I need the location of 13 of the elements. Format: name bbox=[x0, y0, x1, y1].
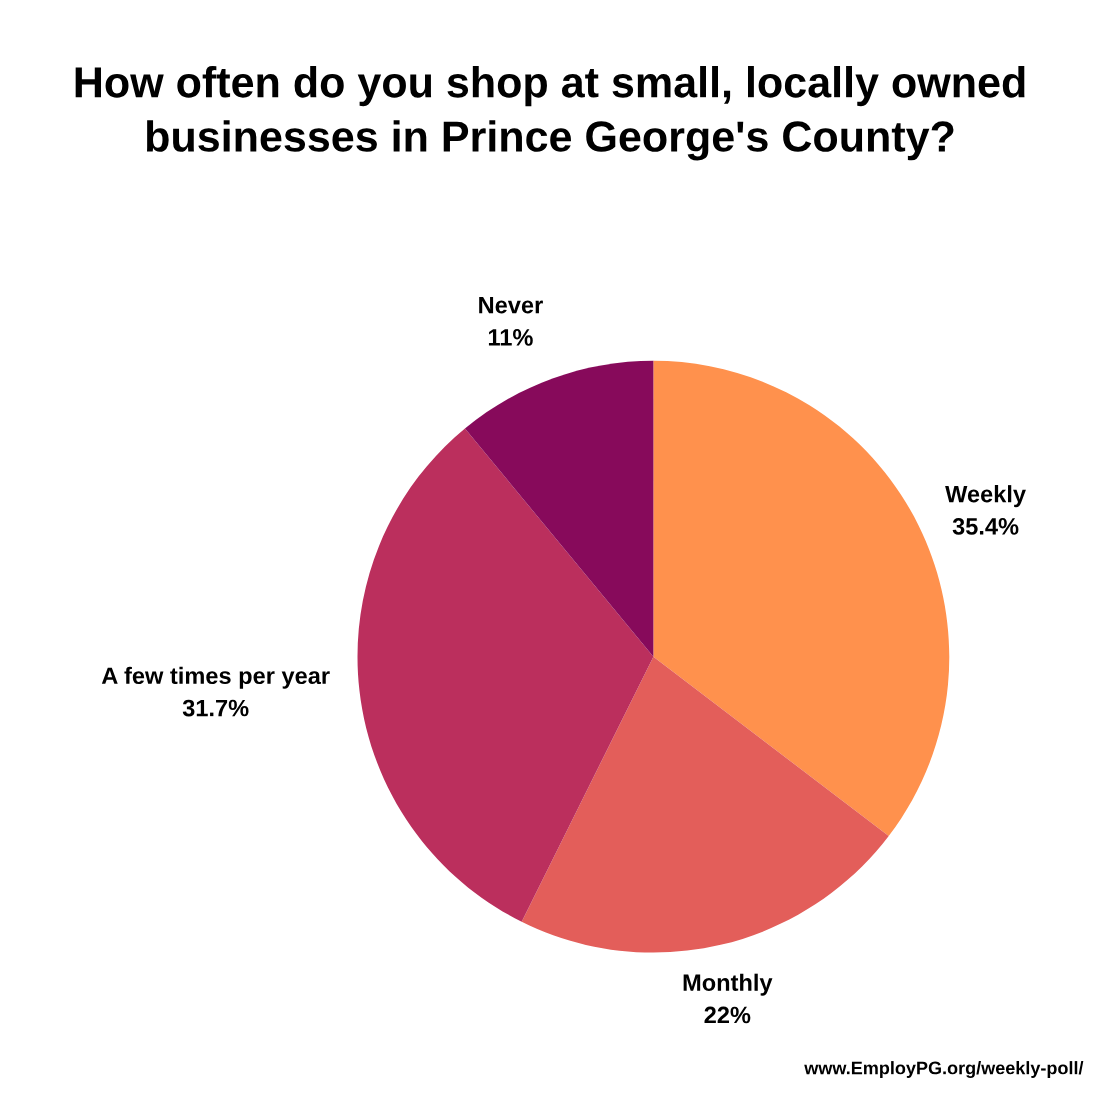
pie-slice bbox=[357, 428, 654, 922]
data-label: 22% bbox=[704, 1006, 751, 1024]
slice-label: Never bbox=[479, 297, 543, 314]
slice-label: A few times per year bbox=[101, 666, 330, 689]
slice-label: Weekly bbox=[945, 485, 1026, 508]
data-label: 35.4% bbox=[952, 518, 1019, 535]
slice-label: Monthly bbox=[683, 973, 773, 996]
chart-title: How often do you shop at small, locally owned businesses in Prince George's County? bbox=[75, 66, 1025, 161]
text: www.EmployPG.org/weekly-poll/ bbox=[804, 1061, 1084, 1078]
pie-slice bbox=[521, 656, 889, 953]
data-label: 31.7% bbox=[182, 699, 249, 717]
pie-slice bbox=[464, 360, 654, 657]
data-label: 11% bbox=[488, 329, 533, 346]
